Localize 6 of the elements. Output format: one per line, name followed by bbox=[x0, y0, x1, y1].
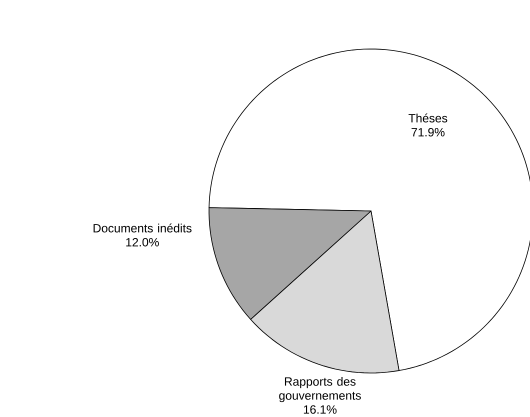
slice-label: Rapports des gouvernements bbox=[279, 376, 361, 402]
data-label: 12.0% bbox=[126, 238, 159, 246]
data-label: 71.9% bbox=[412, 128, 445, 136]
slice-label: Théses bbox=[408, 114, 448, 122]
slice-label: Documents inédits bbox=[94, 224, 192, 232]
data-label: 16.1% bbox=[304, 405, 337, 414]
